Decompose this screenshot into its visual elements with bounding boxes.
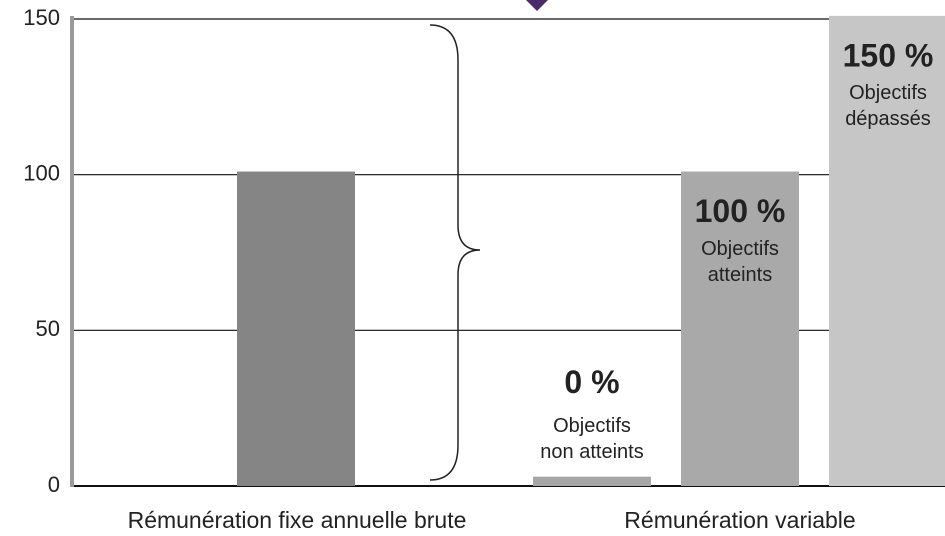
bar-heading: 150 %	[843, 37, 934, 73]
brace	[429, 24, 481, 481]
x-category-label: Rémunération variable	[624, 507, 855, 533]
x-category-label: Rémunération fixe annuelle brute	[128, 507, 467, 533]
bar-caption: atteints	[708, 264, 772, 286]
bar	[829, 15, 945, 487]
y-tick-label: 50	[36, 316, 60, 341]
bars	[237, 15, 945, 487]
bar	[681, 171, 799, 486]
bar	[533, 476, 651, 486]
grid: 0 50 100 150	[23, 5, 945, 497]
bar-heading: 100 %	[695, 193, 786, 229]
bar-caption: Objectifs	[701, 238, 779, 260]
bar-heading: 0 %	[564, 364, 619, 400]
y-tick-label: 0	[48, 472, 60, 497]
bar-caption: dépassés	[845, 108, 931, 130]
y-tick-label: 100	[23, 160, 60, 185]
diamond-marker	[526, 0, 548, 11]
y-tick-label: 150	[23, 5, 60, 30]
bar	[237, 171, 355, 486]
bar-caption: non atteints	[540, 441, 643, 463]
bar-caption: Objectifs	[849, 82, 927, 104]
bar-caption: Objectifs	[553, 415, 631, 437]
